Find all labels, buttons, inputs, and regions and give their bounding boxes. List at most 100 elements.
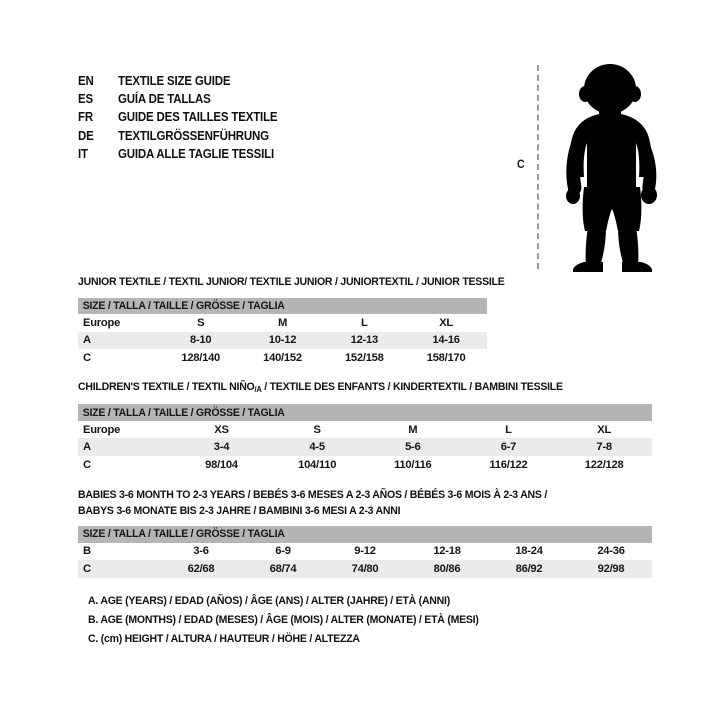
row-label: A bbox=[78, 331, 160, 350]
table-cell: 68/74 bbox=[242, 560, 324, 578]
size-header-bar: SIZE / TALLA / TAILLE / GRÖSSE / TAGLIA bbox=[78, 526, 652, 543]
table-cell: S bbox=[197, 316, 205, 329]
table-row: Europe XS S M L XL bbox=[78, 421, 652, 439]
table-row: B 3-6 6-9 9-12 12-18 18-24 24-36 bbox=[78, 543, 652, 561]
row-label: C bbox=[83, 351, 91, 364]
legend-line-2: B. AGE (MONTHS) / EDAD (MESES) / ÂGE (MO… bbox=[88, 614, 479, 626]
language-code: EN bbox=[78, 74, 94, 88]
children-size-table: SIZE / TALLA / TAILLE / GRÖSSE / TAGLIA E… bbox=[78, 404, 652, 473]
table-cell: 92/98 bbox=[570, 560, 652, 578]
table-cell: 6-9 bbox=[275, 545, 291, 558]
table-cell: M bbox=[277, 316, 288, 329]
language-row-de: DE TEXTILGRÖSSENFÜHRUNG bbox=[78, 129, 458, 147]
legend-line-3: C. (cm) HEIGHT / ALTURA / HAUTEUR / HÖHE… bbox=[88, 633, 360, 645]
babies-section-title-line1: BABIES 3-6 MONTH TO 2-3 YEARS / BEBÉS 3-… bbox=[78, 489, 548, 501]
table-row: A 8-10 10-12 12-13 14-16 bbox=[78, 331, 487, 350]
table-cell: 12-13 bbox=[323, 331, 406, 350]
table-cell: 3-4 bbox=[173, 438, 270, 456]
table-cell: 110/116 bbox=[394, 458, 432, 471]
row-label: C bbox=[83, 458, 91, 471]
language-row-en: EN TEXTILE SIZE GUIDE bbox=[78, 74, 458, 92]
language-code: FR bbox=[78, 110, 93, 125]
table-cell: 98/104 bbox=[205, 458, 238, 471]
children-table-block: CHILDREN'S TEXTILE / TEXTIL NIÑO/A / TEX… bbox=[78, 380, 652, 474]
size-header-text: SIZE / TALLA / TAILLE / GRÖSSE / TAGLIA bbox=[82, 528, 285, 541]
size-header-cell: SIZE / TALLA / TAILLE / GRÖSSE / TAGLIA bbox=[78, 404, 652, 421]
table-cell: 5-6 bbox=[364, 438, 461, 456]
row-label: Europe bbox=[83, 316, 121, 329]
table-cell: 116/122 bbox=[489, 458, 528, 471]
size-figure: C bbox=[500, 55, 685, 285]
language-title-block: EN TEXTILE SIZE GUIDE ES GUÍA DE TALLAS FR GU… bbox=[78, 74, 458, 165]
language-code: ES bbox=[78, 92, 93, 107]
table-cell: 7-8 bbox=[556, 438, 652, 456]
size-header-cell: SIZE / TALLA / TAILLE / GRÖSSE / TAGLIA bbox=[78, 526, 652, 543]
table-cell: S bbox=[313, 423, 321, 436]
size-header-bar: SIZE / TALLA / TAILLE / GRÖSSE / TAGLIA bbox=[78, 404, 652, 421]
row-label: C bbox=[78, 560, 160, 578]
language-row-es: ES GUÍA DE TALLAS bbox=[78, 92, 458, 110]
row-label: A bbox=[78, 438, 174, 456]
table-row: C 62/68 68/74 74/80 80/86 86/92 92/98 bbox=[78, 560, 652, 578]
table-cell: 8-10 bbox=[159, 331, 242, 350]
legend-line-1: A. AGE (YEARS) / EDAD (AÑOS) / ÂGE (ANS)… bbox=[88, 595, 450, 607]
table-cell: 10-12 bbox=[241, 331, 324, 350]
language-code: DE bbox=[78, 128, 94, 143]
table-cell: 128/140 bbox=[181, 351, 221, 364]
table-cell: 140/152 bbox=[263, 351, 302, 364]
size-header-bar: SIZE / TALLA / TAILLE / GRÖSSE / TAGLIA bbox=[78, 297, 487, 314]
junior-size-table: SIZE / TALLA / TAILLE / GRÖSSE / TAGLIA E… bbox=[78, 297, 487, 367]
language-title: GUIDA ALLE TAGLIE TESSILI bbox=[118, 146, 274, 161]
language-code: IT bbox=[78, 146, 88, 161]
language-title: TEXTILGRÖSSENFÜHRUNG bbox=[118, 128, 269, 143]
table-cell: 12-18 bbox=[433, 545, 461, 558]
language-title: GUIDE DES TAILLES TEXTILE bbox=[118, 110, 278, 125]
children-title-sub: /A bbox=[254, 384, 262, 394]
table-cell: 104/110 bbox=[298, 458, 337, 471]
table-row: C 98/104 104/110 110/116 116/122 122/128 bbox=[78, 456, 652, 474]
children-section-title: CHILDREN'S TEXTILE / TEXTIL NIÑO/A / TEX… bbox=[78, 380, 618, 397]
table-cell: L bbox=[360, 316, 368, 329]
table-cell: 80/86 bbox=[406, 560, 488, 578]
table-cell: M bbox=[408, 423, 418, 436]
babies-size-table: SIZE / TALLA / TAILLE / GRÖSSE / TAGLIA B… bbox=[78, 526, 652, 578]
row-label: B bbox=[83, 545, 91, 558]
table-cell: 122/128 bbox=[584, 458, 624, 471]
height-measure-label: C bbox=[517, 159, 525, 171]
table-cell: 86/92 bbox=[488, 560, 570, 578]
size-header-cell: SIZE / TALLA / TAILLE / GRÖSSE / TAGLIA bbox=[78, 297, 487, 314]
row-label: Europe bbox=[83, 423, 121, 436]
table-cell: XL bbox=[439, 316, 453, 329]
table-cell: 62/68 bbox=[160, 560, 242, 578]
table-cell: 9-12 bbox=[354, 545, 376, 558]
table-row: Europe S M L XL bbox=[78, 314, 487, 332]
child-silhouette-icon bbox=[566, 64, 657, 272]
language-row-it: IT GUIDA ALLE TAGLIE TESSILI bbox=[78, 147, 458, 165]
children-title-prefix: CHILDREN'S TEXTILE / TEXTIL NIÑO bbox=[78, 381, 255, 393]
table-cell: L bbox=[505, 423, 512, 436]
height-measure-line bbox=[537, 65, 539, 269]
table-cell: 3-6 bbox=[193, 545, 209, 558]
table-cell: 6-7 bbox=[460, 438, 557, 456]
children-title-suffix: / TEXTILE DES ENFANTS / KINDERTEXTIL / B… bbox=[261, 381, 563, 393]
table-cell: 18-24 bbox=[515, 545, 543, 558]
table-cell: XS bbox=[214, 423, 229, 436]
table-cell: 74/80 bbox=[324, 560, 406, 578]
table-cell: 24-36 bbox=[597, 545, 625, 558]
table-cell: 152/158 bbox=[344, 351, 384, 364]
junior-section-title: JUNIOR TEXTILE / TEXTIL JUNIOR/ TEXTILE … bbox=[78, 276, 505, 288]
size-header-text: SIZE / TALLA / TAILLE / GRÖSSE / TAGLIA bbox=[82, 299, 285, 312]
table-row: A 3-4 4-5 5-6 6-7 7-8 bbox=[78, 438, 652, 456]
language-title: TEXTILE SIZE GUIDE bbox=[118, 74, 231, 88]
table-cell: 158/170 bbox=[426, 351, 466, 364]
table-row: C 128/140 140/152 152/158 158/170 bbox=[78, 349, 487, 367]
measurement-legend: A. AGE (YEARS) / EDAD (AÑOS) / ÂGE (ANS)… bbox=[88, 592, 504, 649]
junior-table-block: JUNIOR TEXTILE / TEXTIL JUNIOR/ TEXTILE … bbox=[78, 275, 532, 367]
babies-section-title-line2: BABYS 3-6 MONATE BIS 2-3 JAHRE / BAMBINI… bbox=[78, 504, 401, 517]
table-cell: 4-5 bbox=[269, 438, 365, 456]
table-cell: XL bbox=[597, 423, 612, 436]
size-header-text: SIZE / TALLA / TAILLE / GRÖSSE / TAGLIA bbox=[82, 406, 285, 419]
babies-table-block: BABIES 3-6 MONTH TO 2-3 YEARS / BEBÉS 3-… bbox=[78, 488, 652, 578]
language-row-fr: FR GUIDE DES TAILLES TEXTILE bbox=[78, 110, 458, 128]
language-title: GUÍA DE TALLAS bbox=[118, 92, 211, 107]
